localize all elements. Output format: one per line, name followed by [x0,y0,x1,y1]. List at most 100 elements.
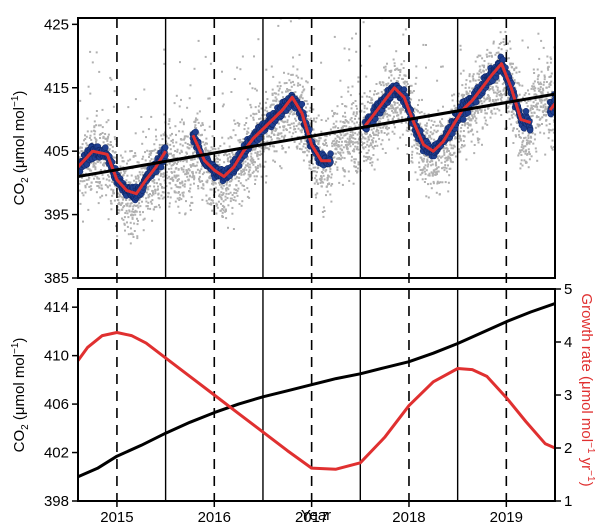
raw-point [233,119,236,122]
raw-point [339,158,342,161]
raw-point [167,192,170,195]
raw-point [182,165,185,168]
raw-point [188,190,191,193]
raw-point [167,137,170,140]
raw-point [404,80,407,83]
raw-point [104,137,107,140]
raw-point [406,130,409,132]
raw-point [444,160,447,163]
raw-point [549,84,552,86]
raw-point [266,110,269,113]
raw-point [113,136,116,139]
raw-point [84,184,87,187]
raw-point [549,61,552,64]
raw-point [295,119,298,122]
raw-point [303,88,306,91]
raw-point [137,161,140,164]
raw-point [196,118,199,121]
raw-point [205,199,208,202]
raw-point [352,143,354,146]
raw-point [548,129,551,132]
raw-point [168,162,171,165]
raw-point [347,86,350,89]
raw-point [106,139,109,142]
raw-point [329,168,332,170]
raw-point [180,150,183,153]
raw-point [194,165,197,168]
raw-point [427,156,430,159]
raw-point [86,144,89,147]
raw-point [265,175,268,178]
raw-point [234,153,236,156]
raw-point [531,106,534,109]
raw-point [87,168,90,171]
raw-point [356,167,359,170]
raw-point [335,120,338,123]
raw-point [520,146,523,149]
raw-point [142,155,145,158]
raw-point [94,166,97,169]
raw-point [231,212,234,215]
raw-point [377,125,380,128]
raw-point [272,159,275,162]
raw-point [278,100,281,103]
raw-point [454,106,457,109]
raw-point [266,140,269,143]
raw-point [384,68,387,71]
raw-point [336,135,339,138]
raw-point [243,124,246,127]
raw-point [364,146,367,149]
raw-point [252,116,255,119]
raw-point [387,118,390,121]
raw-point [154,188,157,191]
raw-point [217,178,220,181]
raw-point [535,94,538,96]
raw-point [416,152,419,155]
raw-point [408,97,411,100]
raw-point [321,148,324,151]
raw-point [529,109,532,112]
raw-point [342,151,345,154]
raw-point [322,168,325,171]
raw-point [247,170,250,173]
raw-point [168,152,171,155]
raw-point [176,178,179,181]
raw-point [255,167,258,170]
raw-point [416,178,419,181]
raw-point [200,124,202,127]
raw-point [519,151,522,154]
raw-point [220,191,223,194]
raw-point [499,90,502,93]
raw-point [411,150,414,153]
raw-point [350,155,353,158]
raw-point [384,65,387,68]
raw-point [537,81,539,84]
raw-point [237,124,240,127]
raw-point [273,134,276,136]
raw-point [245,122,248,124]
raw-point [531,85,534,88]
raw-point [176,150,179,153]
raw-point [434,171,437,174]
raw-point [272,103,275,106]
raw-point [210,146,213,149]
raw-point [357,76,360,79]
raw-point [517,154,520,157]
raw-point [471,110,474,113]
raw-point [139,213,142,216]
raw-point [183,137,186,140]
raw-point [355,141,358,144]
raw-point [322,206,325,209]
raw-point [341,126,344,129]
raw-point [127,233,130,236]
raw-point [480,109,483,112]
raw-point [348,135,351,138]
raw-point [503,43,506,46]
raw-point [313,137,316,140]
raw-point [221,216,224,218]
raw-point [490,111,493,114]
raw-point [514,81,517,84]
raw-point [278,81,281,84]
raw-point [147,201,150,204]
raw-point [470,113,473,116]
